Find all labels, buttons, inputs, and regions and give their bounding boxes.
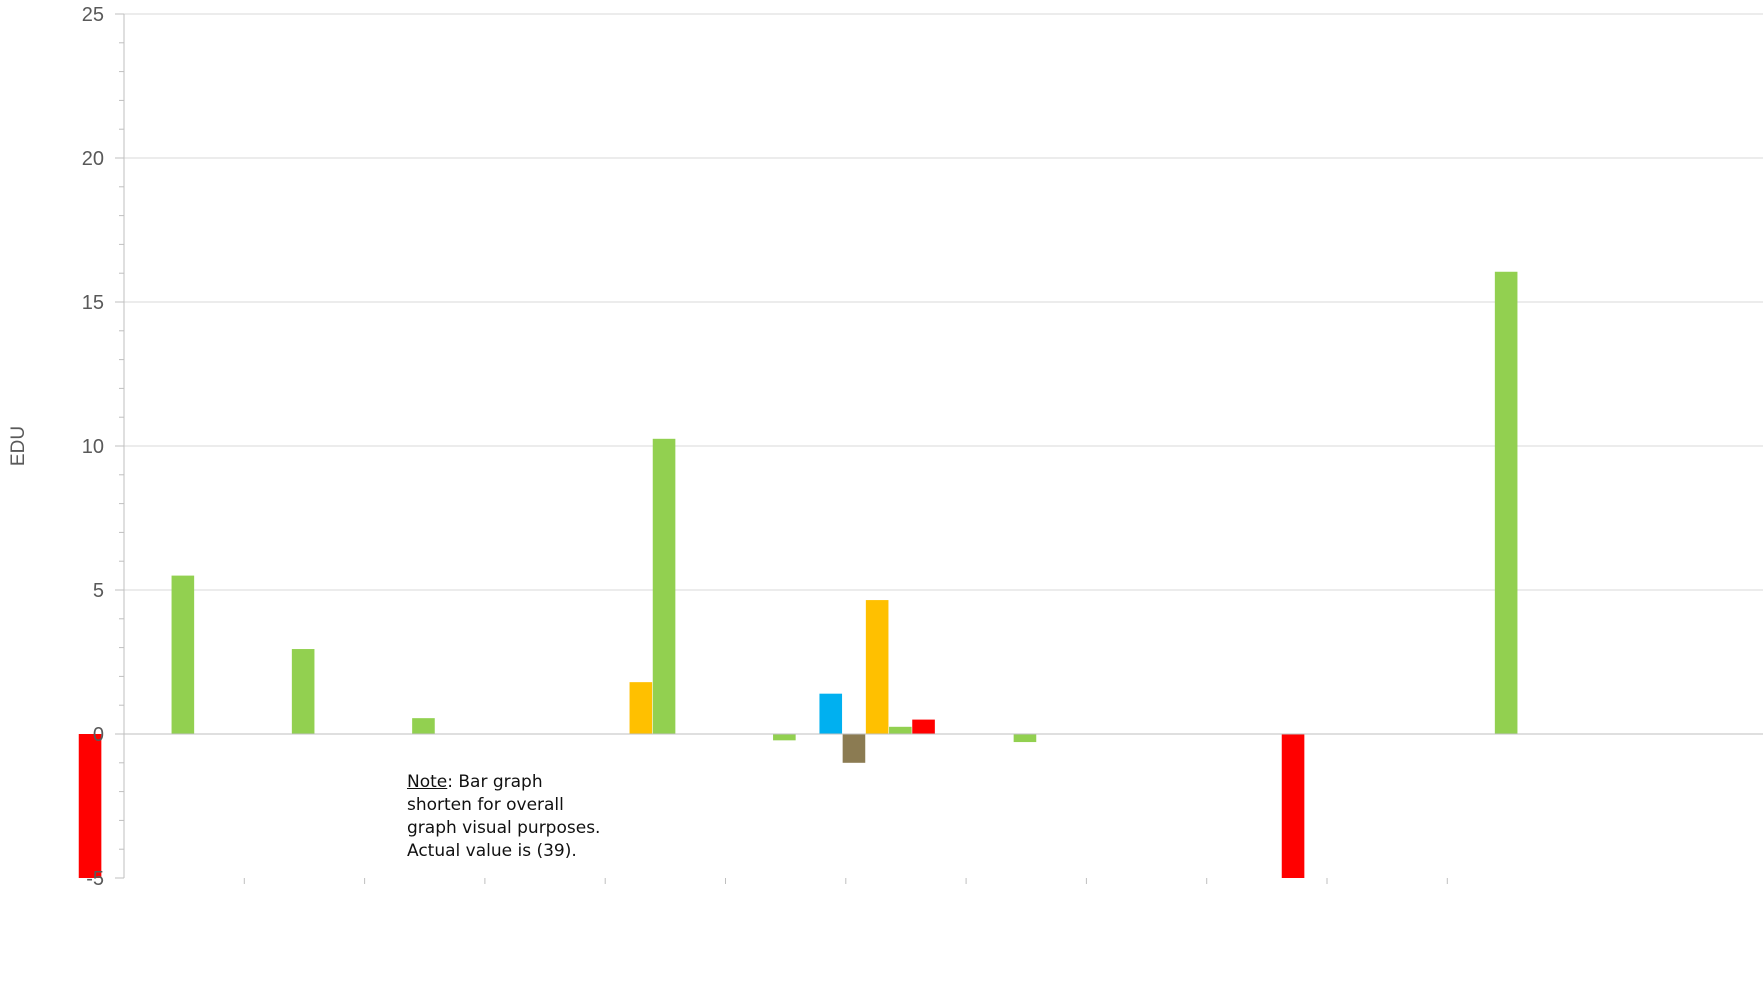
bar (652, 438, 676, 734)
bar (889, 726, 912, 734)
chart-note: Note: Bar graph shorten for overall grap… (407, 771, 667, 863)
bar (1013, 734, 1037, 743)
bar (78, 734, 102, 878)
y-axis-title: EDU (8, 426, 29, 466)
y-tick-label: 15 (82, 292, 104, 314)
bar (629, 682, 653, 734)
x-axis-ticks (243, 878, 1448, 884)
bar (912, 719, 935, 734)
bar (865, 600, 889, 734)
bar (1281, 734, 1305, 878)
bars (78, 271, 1518, 878)
bar (412, 718, 435, 734)
bar (291, 649, 315, 734)
y-axis-tick-labels: -5 0 5 10 15 20 25 (82, 4, 104, 890)
note-line-2: shorten for overall (407, 795, 564, 815)
bar (842, 734, 866, 763)
note-line-3: graph visual purposes. (407, 818, 601, 838)
note-label: Note (407, 772, 448, 792)
bar (1494, 271, 1518, 734)
y-axis-minor-ticks (115, 13, 124, 879)
y-tick-label: 0 (93, 724, 104, 746)
y-tick-label: 20 (82, 148, 104, 170)
y-tick-label: -5 (86, 868, 104, 890)
y-tick-label: 5 (93, 580, 104, 602)
note-line-1: : Bar graph (447, 772, 543, 792)
bar (773, 734, 796, 741)
note-line-4: Actual value is (39). (407, 841, 577, 861)
gridlines (124, 13, 1763, 591)
bar (171, 575, 195, 734)
y-tick-label: 25 (82, 4, 104, 26)
y-tick-label: 10 (82, 436, 104, 458)
bar (819, 693, 843, 734)
